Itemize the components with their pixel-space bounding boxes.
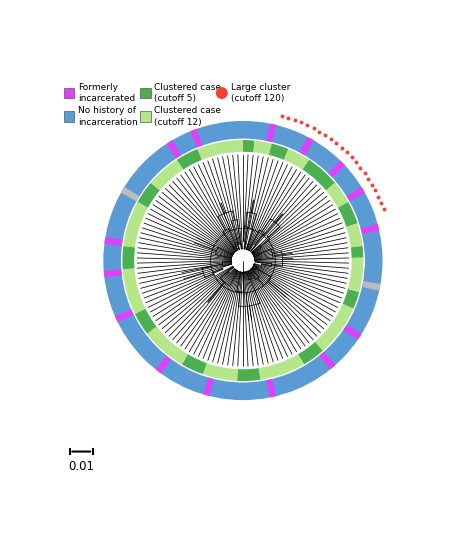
Wedge shape bbox=[203, 363, 237, 381]
Wedge shape bbox=[104, 269, 122, 277]
Bar bbox=[64, 88, 74, 98]
Wedge shape bbox=[151, 160, 183, 190]
Wedge shape bbox=[190, 129, 202, 148]
Text: Clustered case
(cutoff 5): Clustered case (cutoff 5) bbox=[155, 83, 221, 103]
Wedge shape bbox=[343, 289, 359, 308]
Text: Large cluster
(cutoff 120): Large cluster (cutoff 120) bbox=[231, 83, 290, 103]
Wedge shape bbox=[243, 140, 255, 152]
Wedge shape bbox=[298, 342, 323, 365]
Wedge shape bbox=[103, 121, 383, 400]
Wedge shape bbox=[237, 368, 260, 381]
Wedge shape bbox=[177, 149, 202, 169]
Wedge shape bbox=[338, 202, 357, 227]
Wedge shape bbox=[135, 308, 156, 334]
Bar bbox=[64, 111, 74, 122]
Wedge shape bbox=[121, 187, 139, 201]
Wedge shape bbox=[319, 352, 336, 370]
Wedge shape bbox=[284, 149, 309, 169]
Wedge shape bbox=[343, 325, 362, 340]
Wedge shape bbox=[266, 124, 276, 142]
Text: 0.01: 0.01 bbox=[68, 459, 94, 473]
Circle shape bbox=[217, 88, 227, 98]
Wedge shape bbox=[346, 187, 365, 201]
Wedge shape bbox=[166, 140, 181, 159]
Text: Clustered case
(cutoff 12): Clustered case (cutoff 12) bbox=[155, 106, 221, 126]
Wedge shape bbox=[182, 354, 207, 374]
Bar bbox=[140, 88, 151, 98]
Wedge shape bbox=[123, 202, 148, 247]
Text: Formerly
incarcerated: Formerly incarcerated bbox=[78, 83, 135, 103]
Wedge shape bbox=[104, 237, 123, 246]
Wedge shape bbox=[300, 137, 314, 155]
Wedge shape bbox=[203, 377, 214, 396]
Wedge shape bbox=[123, 268, 146, 314]
Wedge shape bbox=[346, 223, 363, 247]
Bar bbox=[140, 111, 151, 122]
Wedge shape bbox=[266, 379, 276, 397]
Wedge shape bbox=[147, 326, 188, 365]
Wedge shape bbox=[328, 161, 345, 178]
Wedge shape bbox=[326, 183, 348, 208]
Wedge shape bbox=[362, 281, 381, 290]
Wedge shape bbox=[259, 354, 304, 380]
Text: No history of
incarceration: No history of incarceration bbox=[78, 106, 137, 126]
Wedge shape bbox=[122, 246, 135, 269]
Wedge shape bbox=[361, 224, 379, 234]
Wedge shape bbox=[348, 258, 364, 292]
Wedge shape bbox=[198, 140, 243, 160]
Wedge shape bbox=[254, 141, 272, 155]
Wedge shape bbox=[315, 304, 354, 351]
Wedge shape bbox=[351, 246, 364, 258]
Wedge shape bbox=[155, 356, 171, 373]
Wedge shape bbox=[115, 309, 134, 323]
Wedge shape bbox=[269, 143, 288, 160]
Wedge shape bbox=[137, 183, 160, 208]
Wedge shape bbox=[302, 160, 335, 190]
